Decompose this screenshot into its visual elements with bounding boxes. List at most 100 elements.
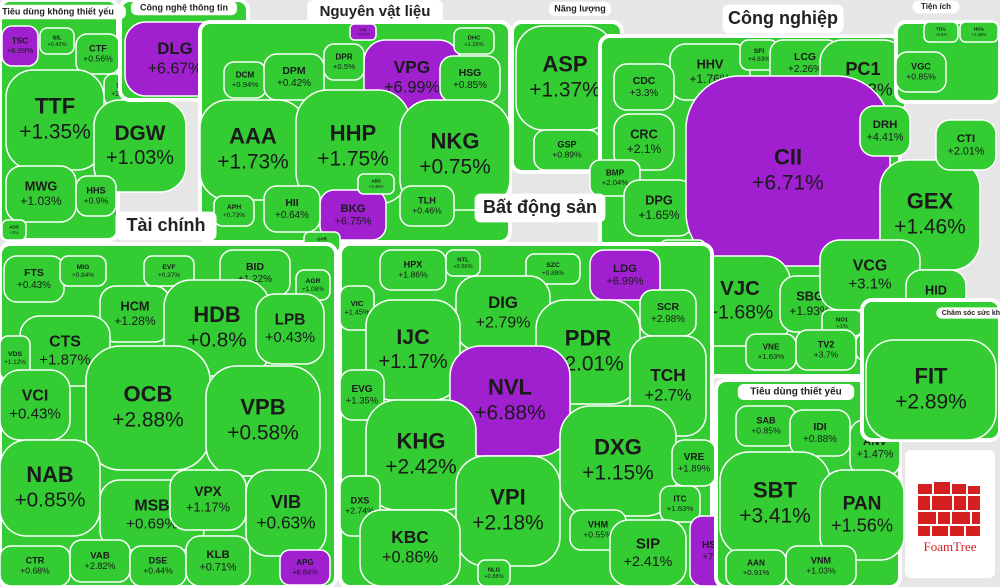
- ticker: HII: [285, 198, 298, 209]
- cell-shape: [785, 545, 857, 587]
- ticker: ASP: [542, 52, 587, 77]
- change: +6.84%: [292, 567, 318, 576]
- ticker: PAN: [843, 494, 882, 515]
- stock-cell: VPB+0.58%: [205, 365, 321, 477]
- change: +1%: [836, 324, 847, 330]
- change: +0.88%: [803, 434, 837, 445]
- change: +2.88%: [112, 409, 183, 432]
- foamtree-logo[interactable]: FoamTree: [905, 450, 995, 578]
- change: +1.89%: [678, 464, 711, 475]
- change: +0.55%: [583, 530, 613, 540]
- ticker: LCG: [794, 52, 816, 63]
- change: +6.94%: [357, 32, 371, 36]
- change: +2.18%: [472, 512, 543, 535]
- stock-cell: HHS+0.9%: [75, 175, 117, 217]
- ticker: KBC: [391, 527, 428, 547]
- change: +3.48%: [369, 184, 384, 189]
- ticker: VGC: [911, 61, 931, 71]
- ticker: CDC: [633, 76, 656, 87]
- change: +1.46%: [894, 216, 965, 239]
- sector-name: Tiện ích: [921, 2, 951, 11]
- stock-cell: HII+0.64%: [263, 185, 321, 233]
- ticker: CTI: [957, 133, 975, 145]
- ticker: KLB: [206, 549, 229, 561]
- ticker: HID: [925, 282, 947, 297]
- change: +2.89%: [895, 391, 966, 414]
- change: +1.03%: [20, 194, 62, 208]
- cell-shape: [143, 255, 195, 287]
- change: +1.63%: [758, 352, 785, 361]
- stock-cell: EVF+0.37%: [143, 255, 195, 287]
- ticker: NO1: [836, 317, 849, 323]
- cell-shape: [453, 27, 495, 55]
- stock-cell: APG+6.84%: [279, 549, 331, 586]
- ticker: NTL: [457, 257, 469, 263]
- stock-cell: KHG+2.42%: [365, 399, 477, 511]
- change: +2.42%: [385, 456, 456, 479]
- change: +0.43%: [9, 406, 61, 423]
- sector-name: Tiêu dùng thiết yếu: [750, 386, 841, 398]
- change: +0.64%: [275, 210, 309, 221]
- stock-cell: DRH+4.41%: [859, 105, 911, 157]
- label-bg: [549, 1, 611, 17]
- stock-cell: DPR+0.5%: [323, 43, 365, 81]
- stock-cell: SIP+2.41%: [609, 519, 687, 587]
- sector-label: Chăm sóc sức khỏe: [936, 307, 1000, 319]
- cell-shape: [357, 173, 395, 195]
- stock-cell: CSI+6.94%: [349, 23, 377, 41]
- sector: ASP+1.37%GSP+0.89%: [510, 20, 624, 174]
- change: +3.1%: [848, 276, 891, 293]
- stock-cell: FTS+0.43%: [3, 255, 65, 303]
- stock-cell: TDG+2.5%: [923, 21, 959, 43]
- change: +0.85%: [906, 72, 936, 82]
- ticker: TTF: [35, 94, 75, 119]
- stock-cell: TLH+0.46%: [399, 185, 455, 227]
- cell-shape: [589, 249, 661, 301]
- stock-cell: CTF+0.56%: [75, 33, 121, 75]
- stock-cell: DHC+1.26%: [453, 27, 495, 55]
- stock-cell: VPX+1.17%: [169, 469, 247, 531]
- ticker: TSC: [12, 37, 28, 46]
- sector-label: Tiện ích: [912, 0, 960, 14]
- stock-cell: NAB+0.85%: [0, 439, 101, 537]
- ticker: VNM: [811, 555, 831, 565]
- ticker: DLG: [157, 39, 192, 58]
- change: +2.41%: [624, 554, 673, 570]
- cell-shape: [59, 255, 107, 287]
- change: +7%: [702, 552, 722, 563]
- ticker: ADS: [9, 225, 19, 230]
- sector: HPX+1.86%NTL+0.96% SZC+0.89% LDG+6.99%VIC+…: [338, 242, 735, 587]
- change: +0.37%: [158, 272, 180, 279]
- ticker: TV2: [818, 339, 835, 349]
- ticker: APH: [227, 204, 241, 211]
- change: +1%: [10, 230, 19, 235]
- stock-cell: CDC+3.3%: [613, 63, 675, 111]
- ticker: TLH: [418, 195, 436, 205]
- ticker: VHM: [588, 519, 608, 529]
- stock-cell: VIB+0.63%: [245, 469, 327, 557]
- ticker: HPX: [404, 259, 423, 269]
- change: +3.41%: [739, 505, 810, 528]
- sector: FTS+0.43%MIG+0.84%EVF+0.37%BID+1.22% AGR+…: [0, 242, 338, 587]
- change: +2.79%: [476, 314, 531, 331]
- ticker: IJC: [396, 325, 429, 349]
- stock-cell: LDG+6.99%: [589, 249, 661, 301]
- stock-cell: VRE+1.89%: [671, 439, 717, 487]
- ticker: BID: [246, 262, 264, 273]
- ticker: VIB: [271, 492, 301, 512]
- change: +6.75%: [335, 216, 372, 228]
- cell-shape: [895, 51, 947, 93]
- change: +0.88%: [484, 574, 503, 580]
- stock-cell: SIL+0.42%: [39, 27, 75, 55]
- ticker: CTS: [49, 333, 81, 350]
- change: +1.12%: [4, 359, 26, 366]
- stock-cell: DXG+1.15%: [559, 405, 677, 517]
- change: +1.56%: [831, 515, 893, 535]
- change: +6.99%: [607, 276, 644, 288]
- cell-shape: [935, 119, 997, 171]
- ticker: HSG: [459, 68, 482, 79]
- sector-name: Tài chính: [126, 215, 205, 235]
- stock-cell: DPG+1.65%: [623, 179, 695, 237]
- stock-cell: DGW+1.03%: [93, 99, 187, 193]
